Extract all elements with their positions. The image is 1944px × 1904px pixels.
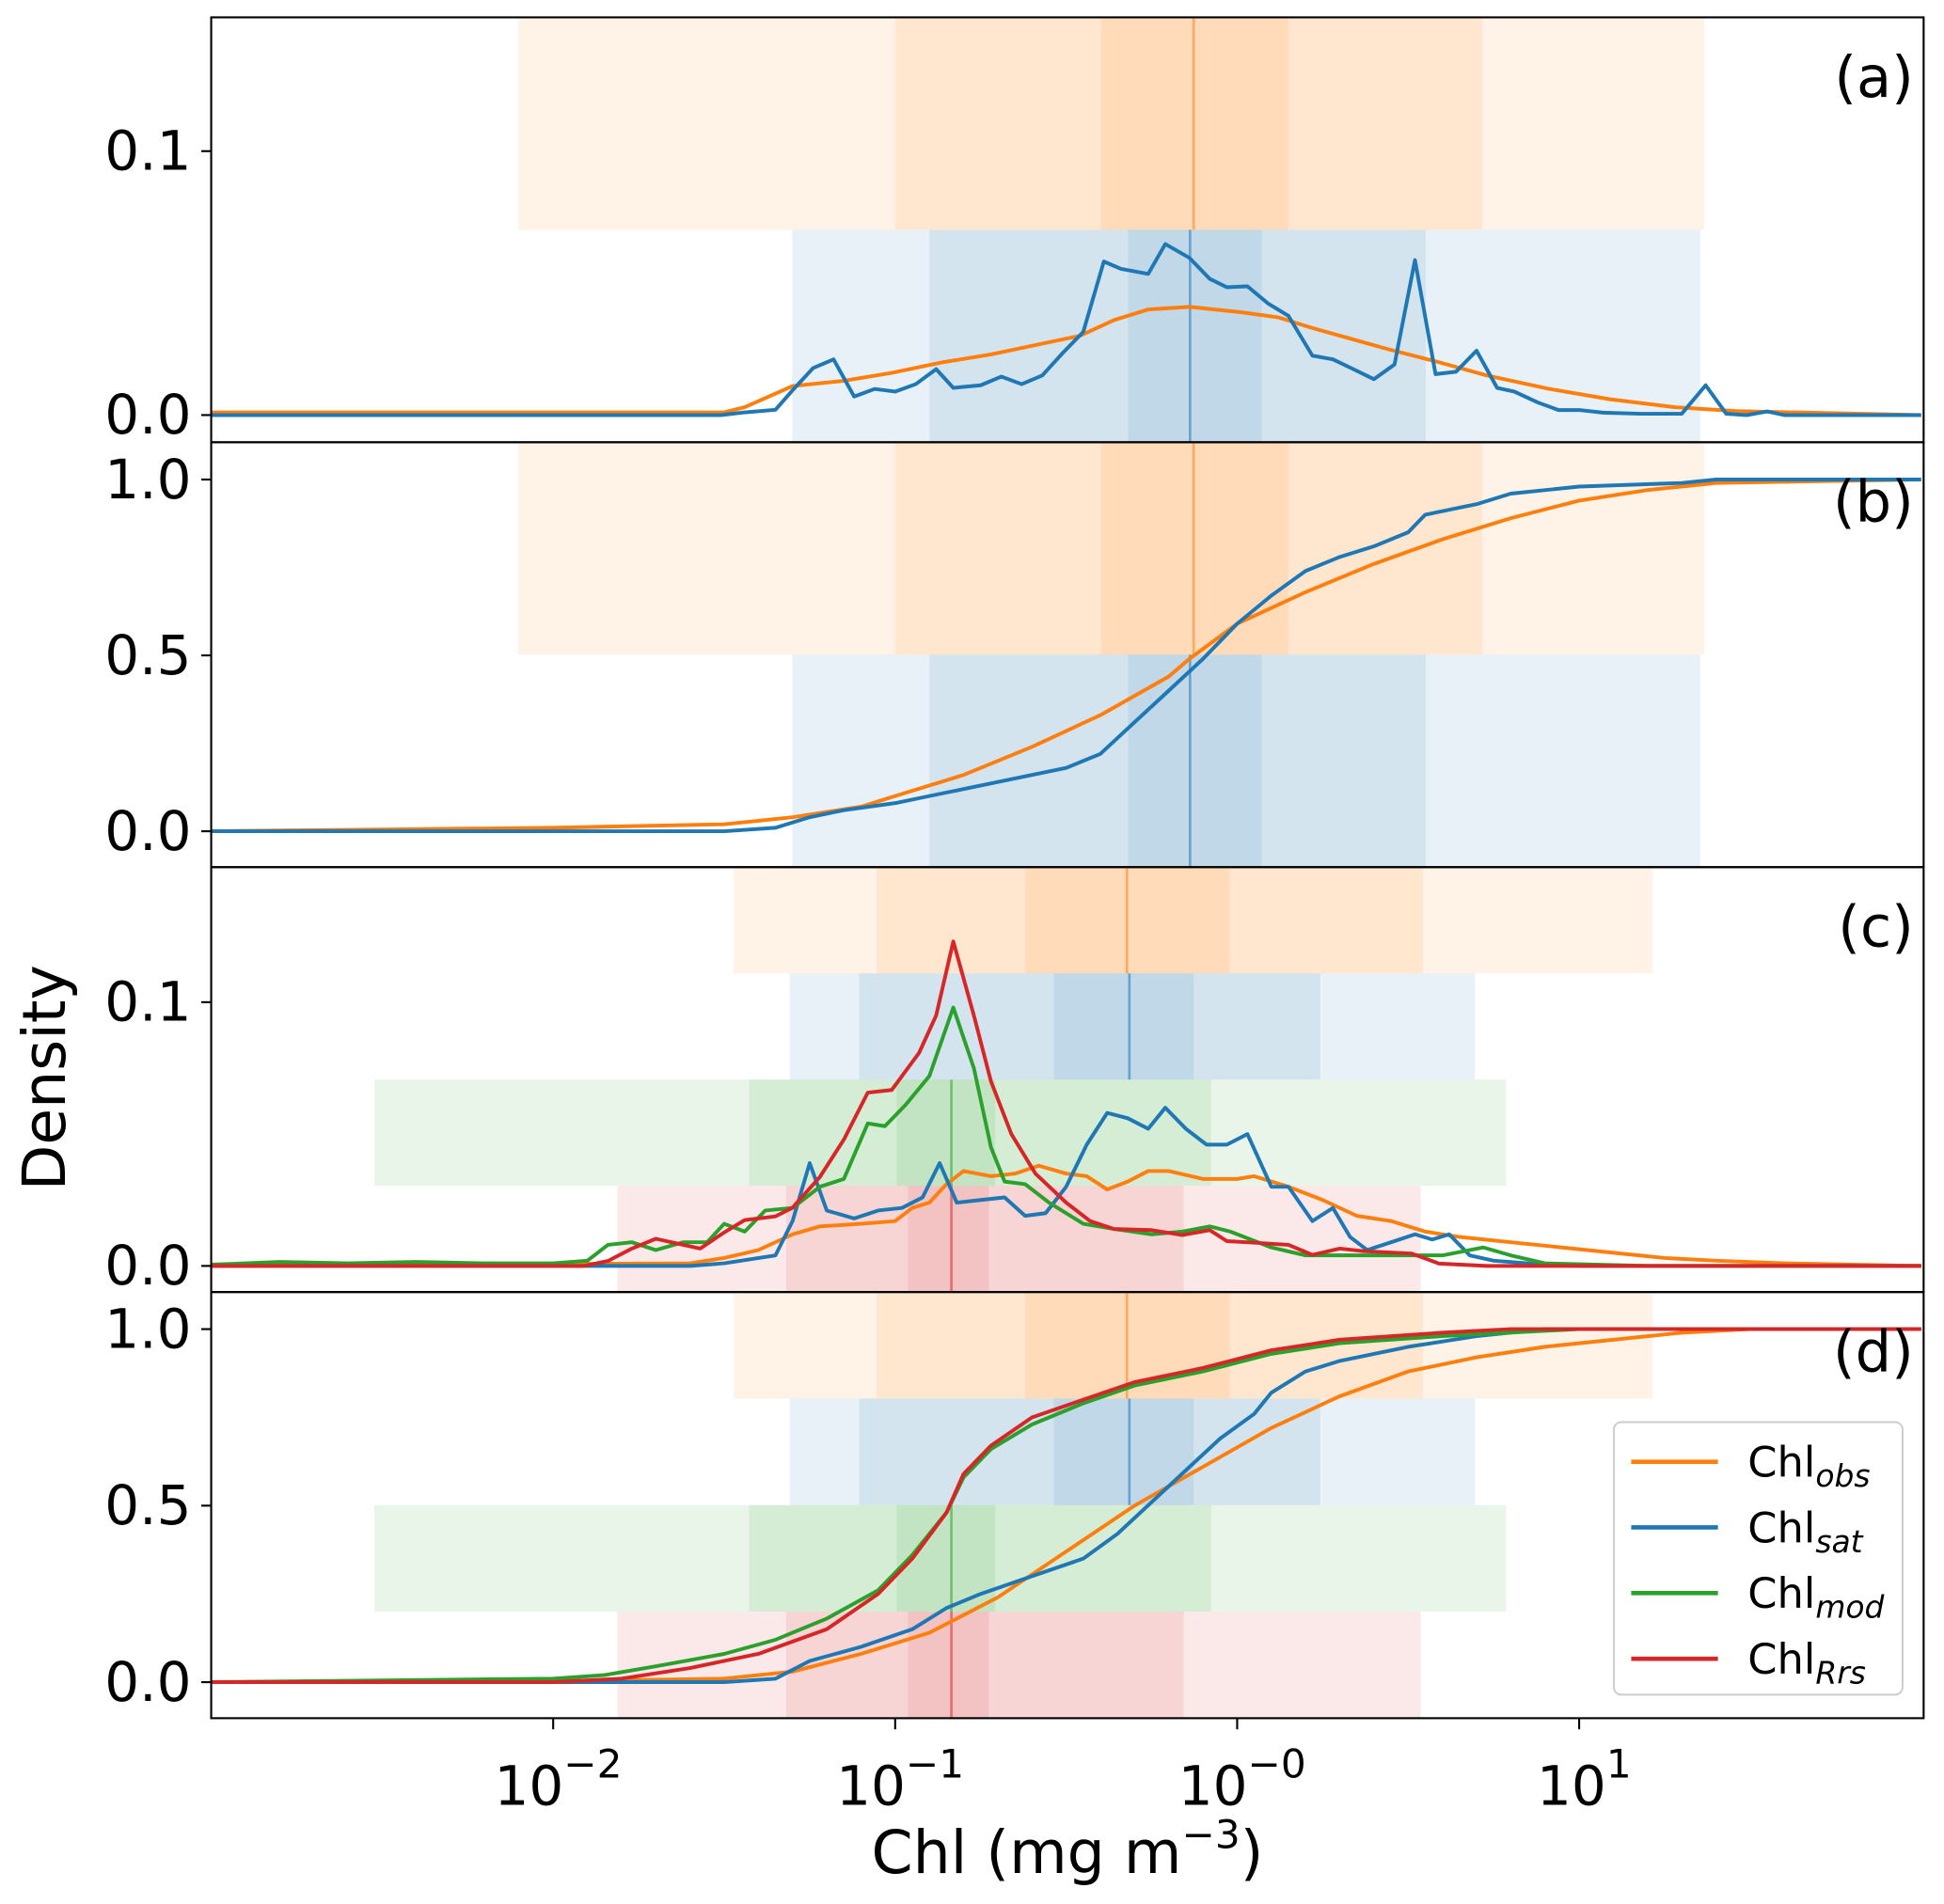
legend-label: Chlsat: [1747, 1503, 1863, 1560]
tick-exponent: 1: [1606, 1741, 1632, 1787]
y-tick-label: 0.0: [104, 1650, 191, 1714]
band-rrs-middle: [785, 1186, 1184, 1293]
y-tick-label: 0.0: [104, 383, 191, 447]
legend-box: [1612, 1421, 1904, 1696]
band-obs-outer: [734, 867, 1653, 974]
y-tick-label: 1.0: [104, 1297, 191, 1361]
legend-label-subscript: obs: [1815, 1457, 1870, 1494]
tick-base: 10: [1537, 1755, 1606, 1818]
series-line-sat: [211, 1106, 1921, 1268]
band-obs-outer: [517, 17, 1704, 230]
panel-label: (b): [1833, 470, 1914, 536]
legend-label-base: Chl: [1747, 1503, 1815, 1552]
tick-base: 10: [494, 1755, 563, 1818]
x-axis: 10−2 10−1 10−0 101: [494, 1718, 1632, 1818]
plot-area: [211, 17, 1921, 443]
tick-exponent: −0: [1248, 1741, 1306, 1787]
band-obs-middle: [894, 442, 1482, 655]
band-sat-outer: [792, 654, 1700, 868]
band-rrs-inner: [908, 1612, 989, 1719]
series-line-obs: [211, 478, 1921, 834]
panel-a: 0.0 0.1 (a): [104, 16, 1925, 447]
series-line-sat: [211, 478, 1921, 834]
band-rrs-outer: [617, 1612, 1421, 1719]
x-tick-label: 10−0: [1178, 1741, 1306, 1818]
panel-label: (d): [1833, 1319, 1914, 1385]
legend-label: Chlmod: [1747, 1568, 1885, 1626]
y-tick-label: 0.0: [104, 799, 191, 863]
legend-label-subscript: mod: [1815, 1589, 1885, 1626]
legend-label-subscript: Rrs: [1815, 1654, 1866, 1691]
tick-base: 10: [1178, 1755, 1248, 1818]
series-line-sat: [211, 242, 1921, 417]
y-axis-title: Density: [9, 965, 79, 1190]
legend-label-base: Chl: [1747, 1634, 1815, 1684]
legend-label: ChlRrs: [1747, 1634, 1866, 1692]
series-line-mod: [211, 1005, 1921, 1268]
series-line-sat: [211, 1327, 1921, 1685]
legend-label: Chlobs: [1747, 1437, 1870, 1494]
band-obs-outer: [734, 1292, 1653, 1399]
band-obs-middle: [877, 867, 1423, 974]
legend-label-base: Chl: [1747, 1437, 1815, 1487]
band-rrs-middle: [785, 1612, 1184, 1719]
series-line-obs: [211, 1163, 1921, 1268]
legend-entry-sat: Chlsat: [1631, 1503, 1864, 1560]
band-obs-outer: [517, 442, 1704, 655]
plot-area: [211, 442, 1921, 868]
tick-base: 10: [836, 1755, 906, 1818]
legend-entry-rrs: ChlRrs: [1631, 1634, 1866, 1692]
tick-exponent: −1: [906, 1741, 964, 1787]
x-tick-label: 101: [1537, 1741, 1632, 1818]
band-obs-middle: [894, 17, 1482, 230]
legend-entry-obs: Chlobs: [1631, 1437, 1871, 1494]
band-sat-middle: [859, 1398, 1320, 1505]
panel-label: (c): [1838, 895, 1914, 961]
panel-b: 0.0 0.5 1.0 (b): [104, 441, 1925, 869]
band-sat-outer: [789, 1398, 1476, 1505]
series-line-rrs: [211, 1327, 1921, 1685]
tick-exponent: −2: [563, 1741, 622, 1787]
band-sat-inner: [1128, 654, 1262, 868]
legend-entry-mod: Chlmod: [1631, 1568, 1886, 1626]
y-tick-label: 0.1: [104, 970, 191, 1034]
panel-c: 0.0 0.1 (c): [104, 866, 1925, 1298]
y-tick-label: 1.0: [104, 448, 191, 511]
series-line-rrs: [211, 939, 1921, 1268]
y-tick-label: 0.0: [104, 1234, 191, 1298]
panels: 0.0 0.1 (a) 0.0 0.5 1.0 (b) 0.0 0.1 (c) 0.0 0.5 1.0 (…: [104, 16, 1925, 1720]
band-sat-outer: [789, 973, 1476, 1080]
y-tick-label: 0.5: [104, 1473, 191, 1537]
y-tick-label: 0.1: [104, 119, 191, 183]
legend-label-base: Chl: [1747, 1568, 1815, 1618]
band-sat-inner: [1053, 973, 1194, 1080]
band-sat-inner: [1053, 1398, 1194, 1505]
x-tick-label: 10−2: [494, 1741, 622, 1818]
band-sat-middle: [929, 654, 1426, 868]
legend-label-subscript: sat: [1815, 1523, 1863, 1560]
panel-label: (a): [1834, 45, 1913, 111]
band-rrs-outer: [617, 1186, 1421, 1293]
plot-area: [211, 867, 1921, 1293]
panel-d: 0.0 0.5 1.0 (d): [104, 1291, 1925, 1720]
y-tick-label: 0.5: [104, 623, 191, 687]
x-axis-title: Chl (mg m−3): [872, 1812, 1264, 1887]
plot-area: [211, 1292, 1921, 1719]
x-tick-label: 10−1: [836, 1741, 964, 1818]
